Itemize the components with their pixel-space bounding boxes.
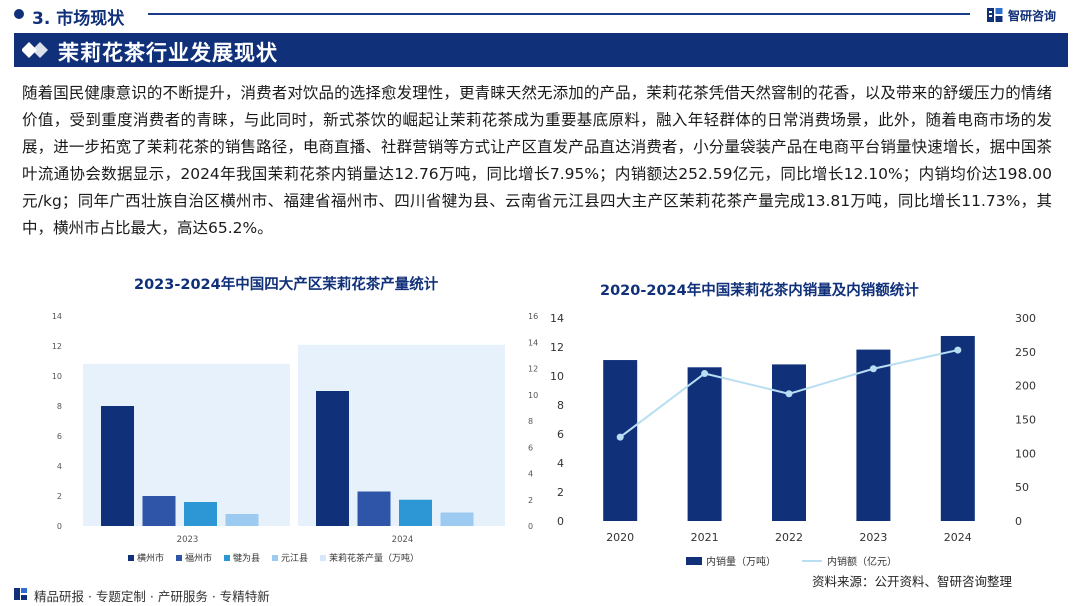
y-left-tick-label: 14 <box>52 312 62 321</box>
bar-2 <box>399 499 432 526</box>
legend-label-bar: 内销量（万吨） <box>706 555 776 568</box>
y-left-tick-label: 12 <box>52 342 62 351</box>
y-left-tick-label: 8 <box>557 399 564 412</box>
y-right-tick-label: 8 <box>528 417 533 426</box>
x-tick-label: 2023 <box>177 535 199 545</box>
y-right-tick-label: 300 <box>1015 312 1036 325</box>
y-left-tick-label: 2 <box>557 486 564 499</box>
y-right-tick-label: 6 <box>528 443 533 452</box>
y-left-tick-label: 4 <box>557 457 564 470</box>
bar-0 <box>316 391 349 526</box>
y-right-tick-label: 10 <box>528 391 538 400</box>
y-right-tick-label: 200 <box>1015 380 1036 393</box>
legend-label: 横州市 <box>137 552 164 564</box>
x-tick-label: 2022 <box>775 531 803 544</box>
diamond-icon <box>22 42 48 58</box>
y-left-tick-label: 6 <box>57 432 62 441</box>
legend-swatch <box>128 555 134 561</box>
y-right-tick-label: 12 <box>528 365 538 374</box>
y-left-tick-label: 12 <box>550 341 564 354</box>
legend-label: 犍为县 <box>233 552 260 564</box>
legend-label: 元江县 <box>281 553 308 564</box>
legend-swatch <box>176 555 182 561</box>
page-title: 茉莉花茶行业发展现状 <box>58 41 278 65</box>
bar-sales-volume <box>856 349 891 521</box>
y-right-tick-label: 100 <box>1015 447 1036 460</box>
line-point <box>785 390 793 398</box>
y-left-tick-label: 0 <box>57 522 62 531</box>
x-tick-label: 2020 <box>606 531 634 544</box>
y-right-tick-label: 150 <box>1015 414 1036 427</box>
y-right-tick-label: 4 <box>528 470 533 479</box>
line-point <box>869 365 877 373</box>
bar-0 <box>101 406 134 526</box>
section-title: 3. 市场现状 <box>32 9 125 29</box>
y-left-tick-label: 10 <box>550 370 564 383</box>
y-left-tick-label: 0 <box>557 515 564 528</box>
header-divider <box>148 13 970 15</box>
line-point <box>954 346 962 354</box>
bar-sales-volume <box>687 367 722 521</box>
section-bullet-icon <box>14 9 24 19</box>
brand: 智研咨询 <box>986 5 1056 25</box>
legend-swatch <box>272 555 278 561</box>
y-left-tick-label: 2 <box>57 492 62 501</box>
body-paragraph: 随着国民健康意识的不断提升，消费者对饮品的选择愈发理性，更青睐天然无添加的产品，… <box>22 84 1052 237</box>
bar-sales-volume <box>772 364 806 521</box>
bar-1 <box>357 491 391 526</box>
brand-name: 智研咨询 <box>1008 8 1057 23</box>
line-point <box>701 369 709 377</box>
bar-3 <box>225 514 259 526</box>
y-right-tick-label: 16 <box>528 312 538 321</box>
y-right-tick-label: 2 <box>528 496 533 505</box>
legend-label-line: 内销额（亿元） <box>827 555 897 568</box>
y-right-tick-label: 0 <box>1015 515 1022 528</box>
footer-slogan: 精品研报 · 专题定制 · 产研服务 · 专精特新 <box>34 589 270 604</box>
x-tick-label: 2024 <box>944 531 972 544</box>
chart1-production-by-region: 0 2 4 6 8 10 12 14 0 2 4 6 8 10 12 14 16 2023 2024 横州市 福州市 犍为… <box>52 312 538 564</box>
footer-logo-icon <box>14 588 27 600</box>
y-left-tick-label: 8 <box>57 402 62 411</box>
bar-3 <box>440 512 474 526</box>
x-tick-label: 2024 <box>392 535 414 545</box>
legend-swatch-bar <box>686 557 702 565</box>
bar-sales-volume <box>940 335 975 521</box>
y-left-tick-label: 14 <box>550 312 564 325</box>
x-tick-label: 2021 <box>691 531 719 544</box>
legend-label: 茉莉花茶产量（万吨） <box>329 552 419 564</box>
top-header: 3. 市场现状 智研咨询 <box>0 0 1080 30</box>
legend-label: 福州市 <box>185 552 212 564</box>
x-tick-label: 2023 <box>859 531 887 544</box>
legend-swatch <box>224 555 230 561</box>
y-right-tick-label: 50 <box>1015 481 1029 494</box>
y-right-tick-label: 250 <box>1015 346 1036 359</box>
bar-2 <box>184 502 217 526</box>
chart1-title: 2023-2024年中国四大产区茉莉花茶产量统计 <box>134 277 439 293</box>
y-left-tick-label: 10 <box>52 372 62 381</box>
page-banner: 茉莉花茶行业发展现状 <box>14 33 1068 67</box>
line-point <box>616 433 624 441</box>
source-note: 资料来源：公开资料、智研咨询整理 <box>812 574 1013 589</box>
chart2-domestic-sales: 0 2 4 6 8 10 12 14 0 50 100 150 200 250 300 2020 2021 202… <box>550 312 1036 568</box>
y-left-tick-label: 4 <box>57 462 62 471</box>
legend-swatch <box>320 555 326 561</box>
brand-logo-icon <box>987 8 1003 22</box>
chart2-title: 2020-2024年中国茉莉花茶内销量及内销额统计 <box>600 283 919 299</box>
bar-1 <box>142 496 176 526</box>
y-right-tick-label: 0 <box>528 522 533 531</box>
y-left-tick-label: 6 <box>557 428 564 441</box>
y-right-tick-label: 14 <box>528 338 538 347</box>
